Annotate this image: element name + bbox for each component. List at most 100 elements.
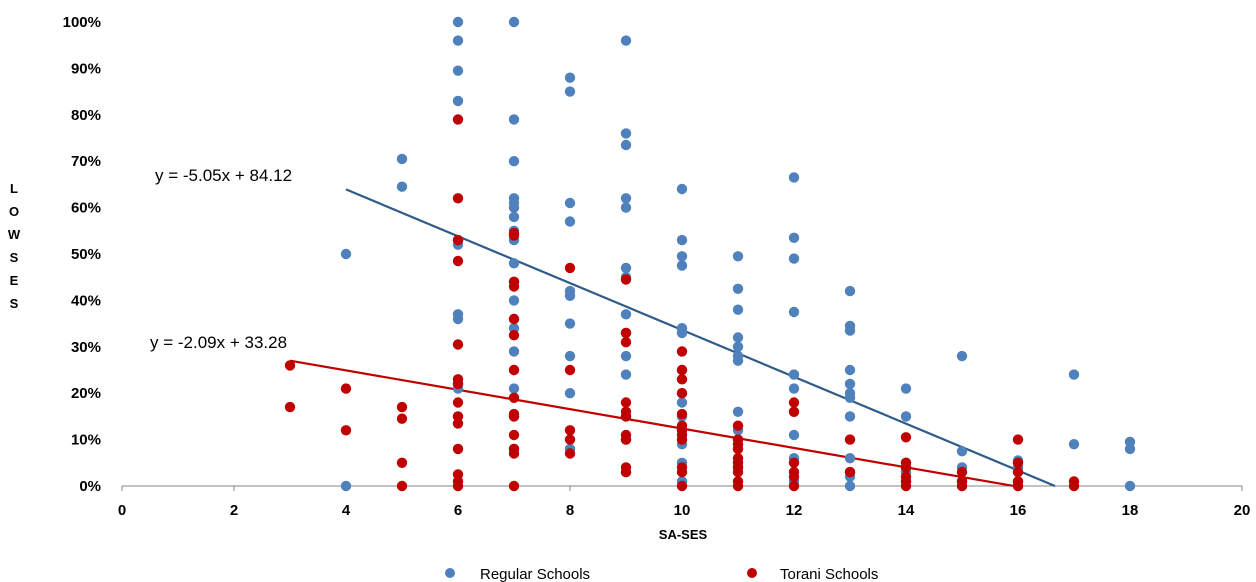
point-torani-school — [900, 432, 912, 443]
point-regular-school — [788, 429, 800, 441]
point-regular-school — [452, 313, 464, 325]
point-regular-school — [844, 364, 856, 376]
point-torani-school — [452, 114, 464, 125]
point-torani-school — [452, 339, 464, 350]
point-torani-school — [732, 443, 744, 455]
y-tick-label: 60% — [71, 200, 101, 217]
point-torani-school — [732, 466, 744, 478]
point-torani-school — [396, 457, 408, 468]
point-torani-school — [508, 392, 520, 403]
point-torani-school — [508, 480, 520, 492]
point-regular-school — [620, 193, 632, 204]
point-regular-school — [1124, 480, 1136, 492]
x-tick-label: 16 — [1010, 502, 1027, 519]
point-torani-school — [900, 462, 912, 473]
x-tick-label: 0 — [118, 502, 126, 519]
point-torani-school — [956, 466, 968, 478]
trendline-equation-regular: y = -5.05x + 84.12 — [155, 166, 292, 185]
y-tick-label: 70% — [71, 153, 101, 170]
y-tick-label: 100% — [63, 14, 101, 31]
point-torani-school — [340, 383, 352, 394]
y-tick-label: 90% — [71, 60, 101, 77]
point-torani-school — [620, 397, 632, 408]
point-torani-school — [676, 480, 688, 492]
point-torani-school — [956, 480, 968, 492]
point-torani-school — [452, 378, 464, 390]
point-regular-school — [564, 350, 576, 362]
point-torani-school — [620, 337, 632, 348]
point-torani-school — [396, 401, 408, 413]
point-regular-school — [732, 406, 744, 417]
point-torani-school — [1068, 480, 1080, 492]
point-torani-school — [452, 443, 464, 455]
point-torani-school — [676, 388, 688, 399]
point-torani-school — [676, 374, 688, 385]
point-torani-school — [284, 401, 296, 413]
point-torani-school — [620, 466, 632, 478]
point-regular-school — [452, 16, 464, 28]
point-regular-school — [564, 216, 576, 227]
point-regular-school — [732, 355, 744, 366]
point-torani-school — [452, 480, 464, 492]
point-regular-school — [1068, 369, 1080, 380]
point-regular-school — [564, 197, 576, 209]
legend-label-regular: Regular Schools — [480, 566, 590, 582]
point-regular-school — [508, 114, 520, 125]
trendline-torani — [289, 359, 1014, 488]
point-regular-school — [676, 183, 688, 195]
point-regular-school — [788, 383, 800, 394]
x-tick-label: 2 — [230, 502, 238, 519]
point-regular-school — [620, 35, 632, 46]
y-tick-label: 30% — [71, 339, 101, 356]
point-torani-school — [620, 434, 632, 445]
point-regular-school — [620, 139, 632, 151]
point-torani-school — [1012, 434, 1024, 445]
point-regular-school — [676, 234, 688, 246]
y-axis-title-letter: W — [8, 227, 21, 242]
x-tick-label: 6 — [454, 502, 462, 519]
point-torani-school — [508, 330, 520, 341]
legend-label-torani: Torani Schools — [780, 566, 878, 582]
point-regular-school — [508, 346, 520, 357]
point-regular-school — [508, 383, 520, 394]
point-torani-school — [1012, 480, 1024, 492]
legend-marker-regular — [445, 568, 455, 578]
point-regular-school — [620, 369, 632, 380]
point-torani-school — [620, 327, 632, 339]
point-regular-school — [340, 480, 352, 492]
point-regular-school — [676, 397, 688, 408]
point-torani-school — [452, 397, 464, 408]
point-torani-school — [788, 406, 800, 417]
point-regular-school — [676, 251, 688, 262]
point-regular-school — [396, 181, 408, 192]
point-torani-school — [788, 397, 800, 408]
y-axis-title-letter: E — [10, 273, 19, 288]
trendlines — [289, 188, 1056, 488]
point-regular-school — [676, 260, 688, 271]
point-regular-school — [620, 202, 632, 213]
point-regular-school — [844, 392, 856, 403]
point-regular-school — [732, 341, 744, 352]
y-tick-label: 40% — [71, 292, 101, 309]
y-axis-title-letter: S — [10, 250, 19, 265]
point-torani-school — [732, 420, 744, 431]
point-regular-school — [788, 172, 800, 183]
point-regular-school — [844, 480, 856, 492]
point-regular-school — [620, 262, 632, 274]
point-regular-school — [508, 211, 520, 223]
y-tick-label: 50% — [71, 246, 101, 263]
point-torani-school — [676, 346, 688, 357]
point-torani-school — [844, 434, 856, 445]
point-torani-school — [676, 466, 688, 478]
point-torani-school — [452, 193, 464, 204]
y-axis-title-letter: L — [10, 181, 18, 196]
point-regular-school — [732, 304, 744, 315]
point-regular-school — [732, 332, 744, 343]
point-torani-school — [564, 434, 576, 445]
y-axis-title-letter: S — [10, 296, 19, 311]
point-regular-school — [508, 295, 520, 306]
legend: Regular Schools Torani Schools — [445, 566, 878, 582]
legend-marker-torani — [747, 568, 757, 578]
point-regular-school — [900, 383, 912, 394]
point-regular-school — [788, 253, 800, 264]
